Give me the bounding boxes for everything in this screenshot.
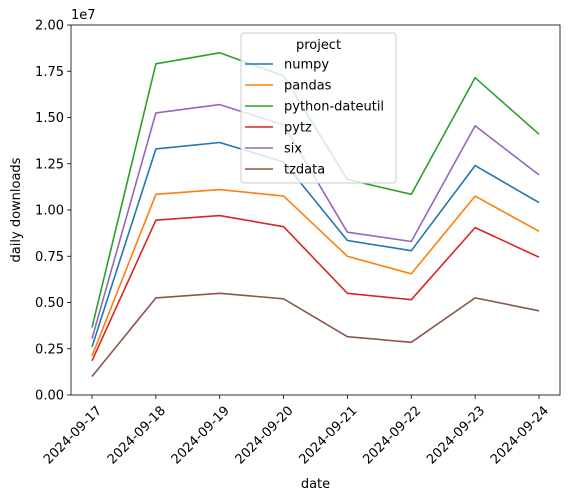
x-tick-label: 2024-09-24 [488, 403, 552, 467]
y-tick-label: 1.25 [35, 157, 64, 172]
series-line-pandas [91, 188, 540, 357]
y-tick-label: 1.50 [35, 111, 64, 126]
y-tick-label: 1.75 [35, 65, 64, 80]
series-line-tzdata [91, 292, 540, 378]
y-tick-label: 1.00 [35, 204, 64, 219]
y-tick-label: 0.50 [35, 296, 64, 311]
legend-label-pytz: pytz [284, 121, 312, 136]
y-axis-offset-text: 1e7 [71, 8, 96, 23]
x-tick-label: 2024-09-22 [360, 403, 424, 467]
x-tick-label: 2024-09-20 [233, 403, 297, 467]
x-axis: 2024-09-17 2024-09-18 2024-09-19 2024-09-20… [41, 395, 552, 467]
legend-label-six: six [284, 142, 302, 157]
y-tick-label: 0.00 [35, 389, 64, 404]
x-tick-label: 2024-09-23 [424, 403, 488, 467]
series-line-pytz [91, 214, 540, 362]
x-tick-label: 2024-09-21 [296, 403, 360, 467]
y-axis-label: daily downloads [9, 157, 24, 262]
x-tick-label: 2024-09-18 [105, 403, 169, 467]
x-tick-label: 2024-09-17 [41, 403, 105, 467]
x-axis-label: date [301, 477, 330, 492]
legend-label-tzdata: tzdata [284, 163, 325, 178]
x-tick-label: 2024-09-19 [169, 403, 233, 467]
y-tick-label: 2.00 [35, 19, 64, 34]
legend-box [240, 32, 397, 184]
legend-label-python-dateutil: python-dateutil [284, 100, 384, 115]
y-axis: 0.00 0.25 0.50 0.75 1.00 1.25 1.50 1.75 2.00 [35, 19, 71, 404]
legend-label-pandas: pandas [284, 79, 332, 94]
legend-label-numpy: numpy [284, 58, 329, 73]
legend-title: project [296, 38, 341, 53]
y-tick-label: 0.75 [35, 250, 64, 265]
series-line-numpy [91, 141, 540, 348]
legend: project numpy pandas python-dateutil pytz six… [240, 32, 397, 184]
y-tick-label: 0.25 [35, 342, 64, 357]
